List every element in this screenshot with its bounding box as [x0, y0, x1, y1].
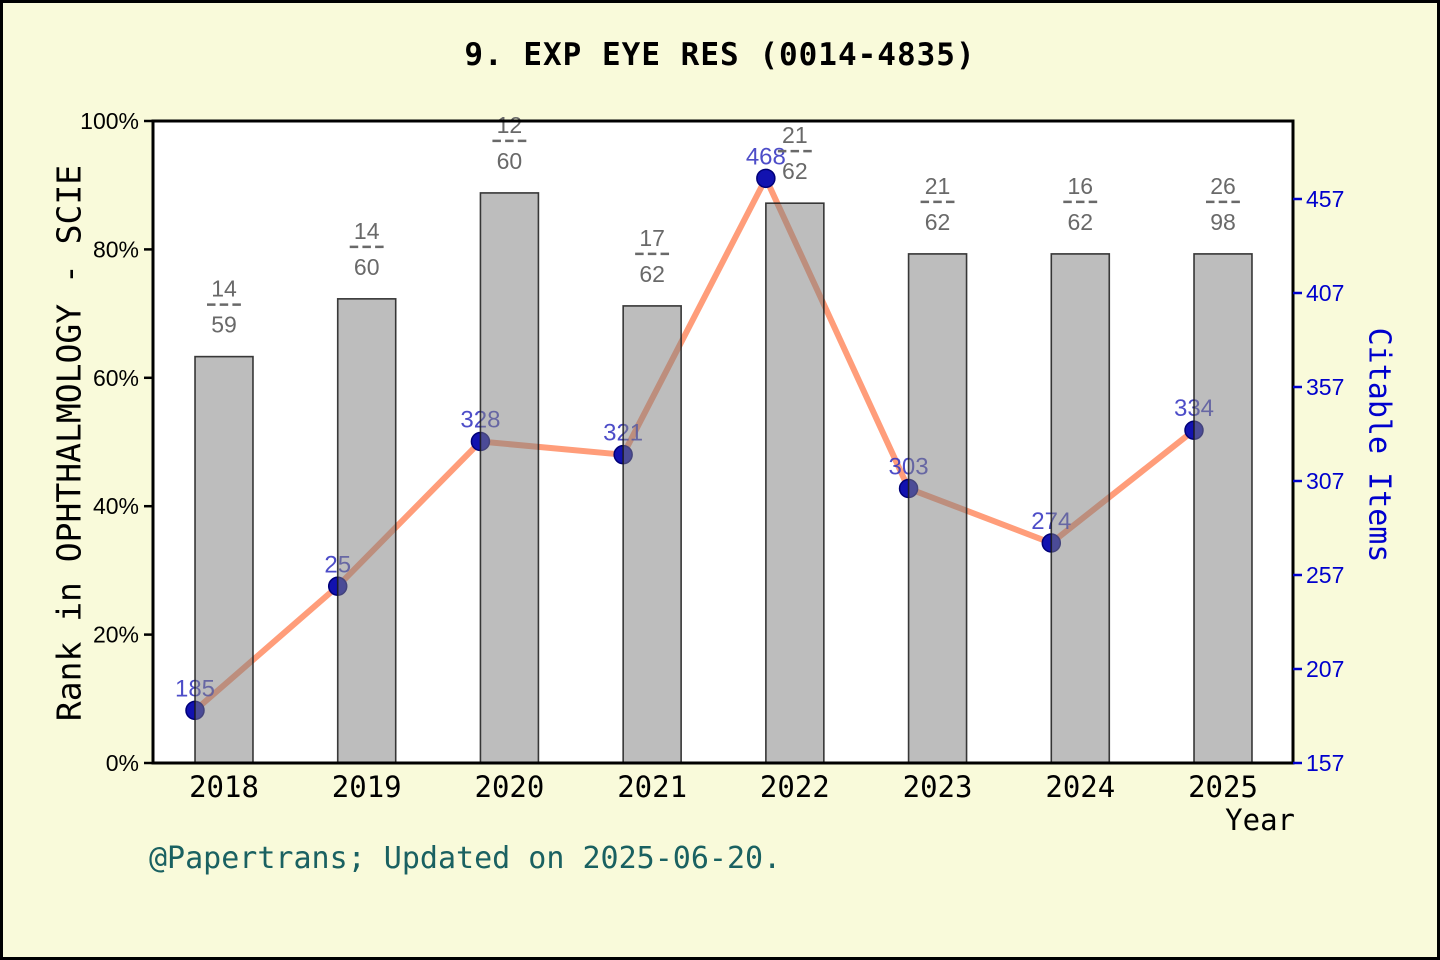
rank-numerator-2020: 12 [497, 112, 523, 138]
plot-border [151, 119, 1295, 765]
left-tick-label: 0% [106, 750, 139, 776]
x-tick-label-2018: 2018 [189, 770, 259, 804]
bar-2020 [479, 192, 540, 764]
bar-2023 [907, 253, 968, 764]
right-axis-title: Citable Items [1361, 327, 1397, 563]
chart-title: 9. EXP EYE RES (0014-4835) [464, 37, 976, 73]
left-tick-label: 40% [93, 493, 139, 519]
left-tick-label: 20% [93, 622, 139, 648]
rank-numerator-2024: 16 [1067, 173, 1093, 199]
left-tick-label: 100% [80, 108, 139, 134]
rank-denominator-2022: 62 [782, 158, 808, 184]
rank-denominator-2020: 60 [497, 148, 523, 174]
rank-numerator-2022: 21 [782, 122, 808, 148]
rank-numerator-2019: 14 [354, 218, 380, 244]
plot-area: 1852532832146830327433414591460126017622… [80, 108, 1344, 804]
right-tick-label: 157 [1306, 750, 1344, 776]
rank-denominator-2024: 62 [1067, 209, 1093, 235]
x-tick-label-2023: 2023 [903, 770, 973, 804]
rank-numerator-2021: 17 [639, 225, 665, 251]
bar-2024 [1050, 253, 1111, 764]
footer-credit: @Papertrans; Updated on 2025-06-20. [149, 841, 782, 876]
rank-numerator-2023: 21 [925, 173, 951, 199]
x-axis-title: Year [1225, 803, 1295, 837]
right-tick-label: 307 [1306, 468, 1344, 494]
x-tick-label-2024: 2024 [1045, 770, 1115, 804]
right-tick-label: 457 [1306, 186, 1344, 212]
left-axis-title: Rank in OPHTHALMOLOGY - SCIE [49, 164, 89, 722]
plot-background [153, 121, 1293, 763]
right-tick-label: 357 [1306, 374, 1344, 400]
left-tick-label: 80% [93, 236, 139, 262]
right-tick-label: 407 [1306, 280, 1344, 306]
rank-denominator-2019: 60 [354, 254, 380, 280]
rank-numerator-2018: 14 [211, 276, 237, 302]
right-tick-label: 207 [1306, 656, 1344, 682]
left-tick-label: 60% [93, 365, 139, 391]
rank-denominator-2025: 98 [1210, 209, 1236, 235]
right-tick-label: 257 [1306, 562, 1344, 588]
x-tick-label-2025: 2025 [1188, 770, 1258, 804]
rank-denominator-2023: 62 [925, 209, 951, 235]
x-tick-label-2019: 2019 [332, 770, 402, 804]
bar-2018 [194, 355, 254, 764]
bar-2025 [1193, 253, 1253, 764]
x-tick-label-2020: 2020 [475, 770, 545, 804]
point-label-2022: 468 [746, 143, 786, 170]
rank-numerator-2025: 26 [1210, 173, 1236, 199]
rank-denominator-2018: 59 [211, 312, 237, 338]
x-tick-label-2021: 2021 [617, 770, 687, 804]
bar-2022 [765, 202, 825, 764]
bar-2021 [622, 305, 682, 764]
bar-2019 [336, 298, 397, 764]
point-2022 [756, 168, 776, 189]
x-tick-label-2022: 2022 [760, 770, 830, 804]
rank-denominator-2021: 62 [639, 261, 665, 287]
